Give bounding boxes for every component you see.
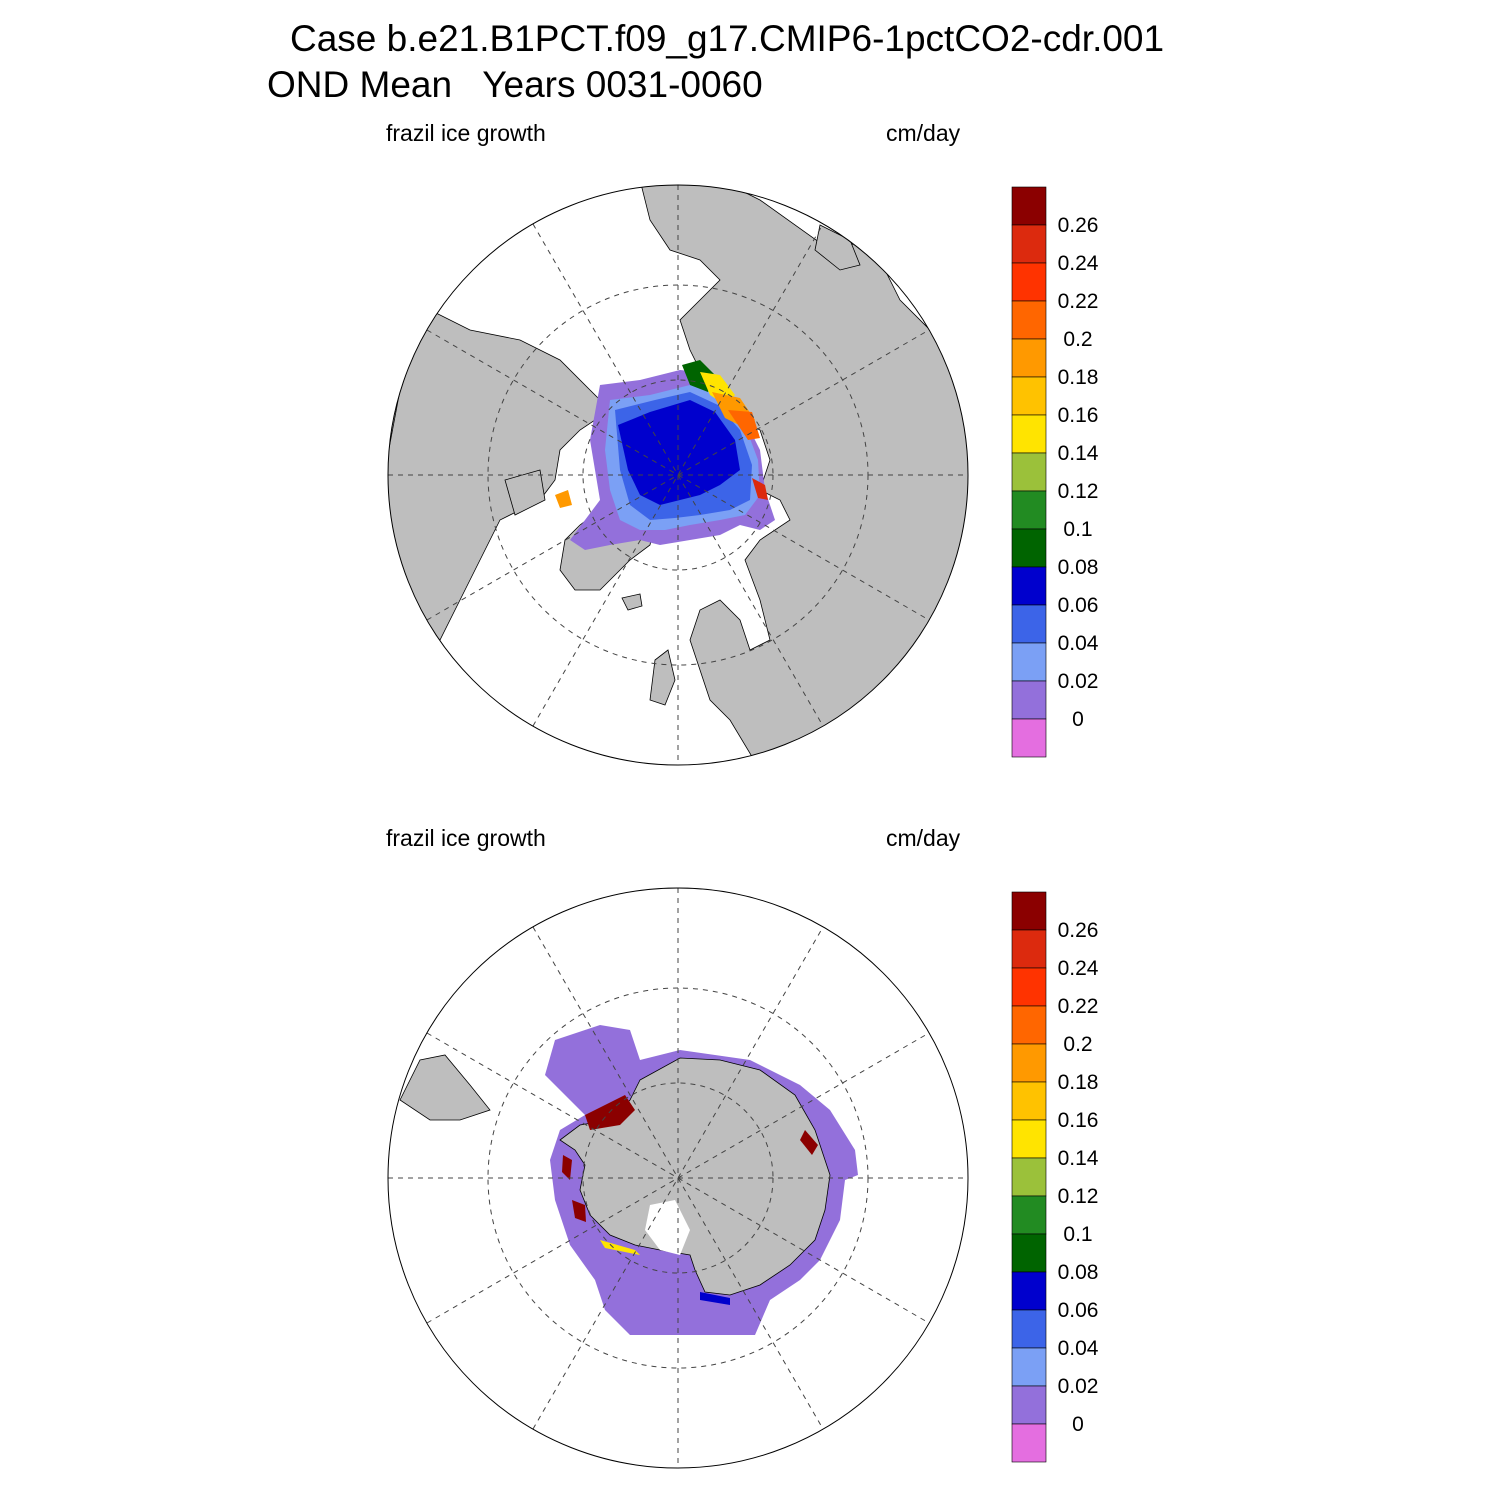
south-colorbar-swatch [1011, 891, 1047, 931]
north-colorbar-swatch [1011, 490, 1047, 530]
south-colorbar: 0.26 0.24 0.22 0.2 0.18 0.16 0.14 0.12 0.1 0.08 0.… [1011, 891, 1099, 1463]
north-colorbar-swatch [1011, 414, 1047, 454]
south-field-coastal-west-1 [562, 1155, 572, 1180]
north-colorbar-tick-label: 0.06 [1058, 594, 1099, 617]
south-ice-shelf-ross [645, 1200, 690, 1255]
south-colorbar-swatch [1011, 1309, 1047, 1349]
south-colorbar-swatch [1011, 1233, 1047, 1273]
north-colorbar-swatch [1011, 604, 1047, 644]
south-variable-label: frazil ice growth [386, 825, 546, 851]
south-colorbar-tick-label: 0.02 [1058, 1375, 1099, 1398]
south-colorbar-swatch [1011, 1005, 1047, 1045]
south-colorbar-tick-label: 0 [1072, 1413, 1084, 1436]
north-colorbar-swatch [1011, 528, 1047, 568]
south-field-coastal-amundsen [700, 1292, 730, 1305]
north-colorbar-tick-label: 0.1 [1063, 518, 1092, 541]
north-colorbar-swatch [1011, 566, 1047, 606]
south-units-label: cm/day [886, 825, 961, 851]
south-colorbar-swatch [1011, 1043, 1047, 1083]
north-colorbar-tick-label: 0.22 [1058, 290, 1099, 313]
south-colorbar-swatch [1011, 1271, 1047, 1311]
south-colorbar-tick-label: 0.04 [1058, 1337, 1099, 1360]
north-field-marginal-red [752, 478, 768, 500]
south-land-south-america [399, 1054, 491, 1121]
north-variable-label: frazil ice growth [386, 120, 546, 146]
north-land-eurasia-east [639, 185, 968, 765]
north-field-marginal-orange-2 [555, 490, 572, 508]
north-colorbar-swatch [1011, 680, 1047, 720]
south-field-coastal-ross-edge [600, 1240, 640, 1255]
north-colorbar-swatch [1011, 376, 1047, 416]
north-colorbar-swatch [1011, 452, 1047, 492]
north-colorbar-tick-label: 0.04 [1058, 632, 1099, 655]
north-colorbar-swatch [1011, 262, 1047, 302]
north-colorbar-tick-label: 0.02 [1058, 670, 1099, 693]
north-map-border [387, 184, 969, 766]
south-colorbar-tick-label: 0.12 [1058, 1185, 1099, 1208]
south-colorbar-swatch [1011, 1157, 1047, 1197]
north-colorbar-tick-label: 0.12 [1058, 480, 1099, 503]
north-colorbar-tick-label: 0 [1072, 708, 1084, 731]
south-colorbar-swatch [1011, 1385, 1047, 1425]
north-colorbar-tick-label: 0.24 [1058, 252, 1099, 275]
south-polar-map [387, 887, 969, 1469]
south-colorbar-swatch [1011, 1195, 1047, 1235]
south-graticule [388, 888, 968, 1468]
south-field-coastal-east [800, 1130, 818, 1155]
north-colorbar-tick-label: 0.14 [1058, 442, 1099, 465]
south-colorbar-tick-label: 0.22 [1058, 995, 1099, 1018]
south-colorbar-swatch [1011, 967, 1047, 1007]
north-colorbar-tick-label: 0.2 [1063, 328, 1092, 351]
north-colorbar-swatch [1011, 300, 1047, 340]
figure-title-line1: Case b.e21.B1PCT.f09_g17.CMIP6-1pctCO2-c… [290, 18, 1165, 59]
north-colorbar-swatch [1011, 186, 1047, 226]
south-colorbar-tick-label: 0.24 [1058, 957, 1099, 980]
south-colorbar-swatch [1011, 1119, 1047, 1159]
south-colorbar-tick-label: 0.2 [1063, 1033, 1092, 1056]
south-colorbar-tick-label: 0.26 [1058, 919, 1099, 942]
north-colorbar-tick-label: 0.18 [1058, 366, 1099, 389]
south-colorbar-swatch [1011, 1081, 1047, 1121]
south-field-coastal-weddell [585, 1095, 635, 1130]
north-field-high [618, 400, 740, 505]
south-colorbar-tick-label: 0.18 [1058, 1071, 1099, 1094]
north-colorbar-tick-label: 0.08 [1058, 556, 1099, 579]
south-colorbar-tick-label: 0.16 [1058, 1109, 1099, 1132]
north-units-label: cm/day [886, 120, 961, 146]
south-colorbar-tick-label: 0.06 [1058, 1299, 1099, 1322]
north-colorbar-tick-label: 0.26 [1058, 214, 1099, 237]
figure-title-line2: OND Mean Years 0031-0060 [267, 64, 763, 105]
north-graticule [388, 185, 968, 765]
south-colorbar-tick-label: 0.14 [1058, 1147, 1099, 1170]
south-field-coastal-west-2 [572, 1200, 586, 1222]
north-colorbar-swatch [1011, 642, 1047, 682]
north-land-hudson-area [504, 469, 546, 516]
south-colorbar-swatch [1011, 1347, 1047, 1387]
north-colorbar-swatch [1011, 718, 1047, 758]
north-colorbar-tick-label: 0.16 [1058, 404, 1099, 427]
south-colorbar-swatch [1011, 1423, 1047, 1463]
north-colorbar-swatch [1011, 224, 1047, 264]
north-polar-map [387, 184, 969, 766]
south-colorbar-swatch [1011, 929, 1047, 969]
north-colorbar-swatch [1011, 338, 1047, 378]
south-map-border [387, 887, 969, 1469]
north-colorbar: 0.26 0.24 0.22 0.2 0.18 0.16 0.14 0.12 0.1 0.08 0.… [1011, 186, 1099, 758]
south-colorbar-tick-label: 0.08 [1058, 1261, 1099, 1284]
south-colorbar-tick-label: 0.1 [1063, 1223, 1092, 1246]
north-field-marginal-red-orange [728, 410, 760, 440]
north-land-iceland [621, 593, 643, 611]
